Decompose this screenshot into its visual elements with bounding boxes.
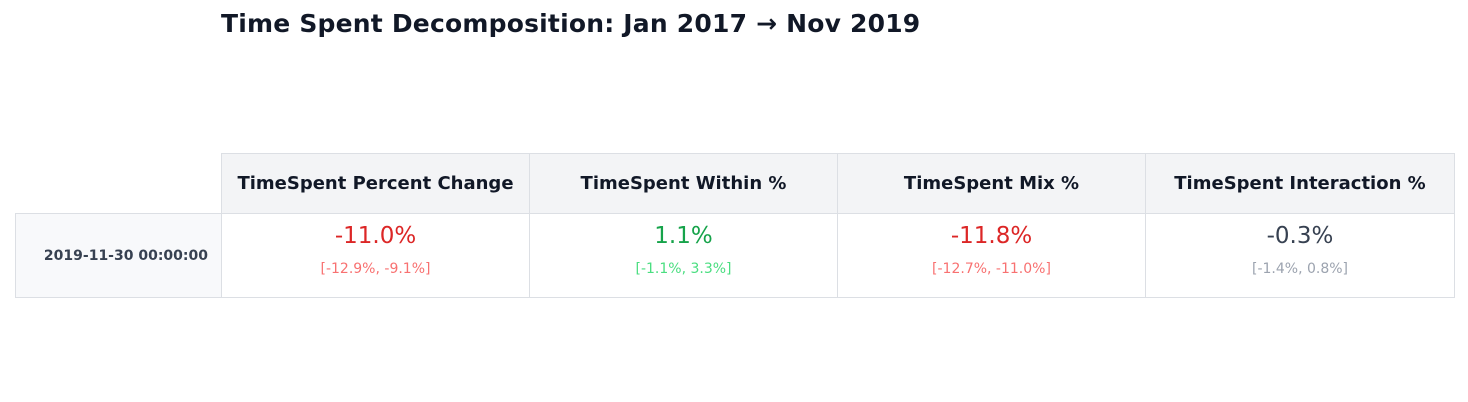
cell-confidence-interval: [-1.1%, 3.3%] bbox=[635, 261, 732, 277]
cell-interaction: -0.3% [-1.4%, 0.8%] bbox=[1145, 213, 1455, 298]
decomposition-table: TimeSpent Percent Change TimeSpent Withi… bbox=[15, 153, 1455, 298]
cell-within: 1.1% [-1.1%, 3.3%] bbox=[529, 213, 838, 298]
cell-confidence-interval: [-1.4%, 0.8%] bbox=[1251, 261, 1348, 277]
cell-confidence-interval: [-12.7%, -11.0%] bbox=[932, 261, 1051, 277]
cell-mix: -11.8% [-12.7%, -11.0%] bbox=[837, 213, 1146, 298]
cell-confidence-interval: [-12.9%, -9.1%] bbox=[320, 261, 431, 277]
column-header-mix: TimeSpent Mix % bbox=[837, 153, 1146, 214]
cell-percent-change: -11.0% [-12.9%, -9.1%] bbox=[221, 213, 530, 298]
column-header-percent-change: TimeSpent Percent Change bbox=[221, 153, 530, 214]
column-header-within: TimeSpent Within % bbox=[529, 153, 838, 214]
column-header-interaction: TimeSpent Interaction % bbox=[1145, 153, 1455, 214]
chart-title: Time Spent Decomposition: Jan 2017 → Nov… bbox=[221, 9, 921, 38]
row-label: 2019-11-30 00:00:00 bbox=[15, 213, 222, 298]
cell-value: -11.8% bbox=[950, 223, 1033, 249]
cell-value: -11.0% bbox=[334, 223, 417, 249]
cell-value: 1.1% bbox=[654, 223, 713, 249]
cell-value: -0.3% bbox=[1266, 223, 1334, 249]
